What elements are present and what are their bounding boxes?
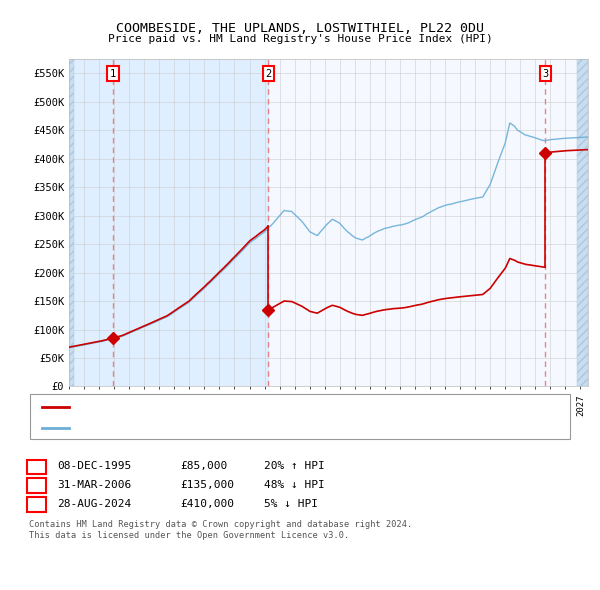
Text: 5% ↓ HPI: 5% ↓ HPI [264,499,318,509]
Text: HPI: Average price, detached house, Cornwall: HPI: Average price, detached house, Corn… [72,423,331,432]
Text: £410,000: £410,000 [180,499,234,509]
Text: COOMBESIDE, THE UPLANDS, LOSTWITHIEL, PL22 0DU: COOMBESIDE, THE UPLANDS, LOSTWITHIEL, PL… [116,22,484,35]
Text: £85,000: £85,000 [180,461,227,471]
Text: 48% ↓ HPI: 48% ↓ HPI [264,480,325,490]
Text: Contains HM Land Registry data © Crown copyright and database right 2024.
This d: Contains HM Land Registry data © Crown c… [29,520,412,540]
Text: Price paid vs. HM Land Registry's House Price Index (HPI): Price paid vs. HM Land Registry's House … [107,34,493,44]
Text: 3: 3 [542,69,548,78]
Text: 3: 3 [33,499,40,509]
Text: 20% ↑ HPI: 20% ↑ HPI [264,461,325,471]
Text: 1: 1 [110,69,116,78]
Text: 2: 2 [265,69,271,78]
Text: £135,000: £135,000 [180,480,234,490]
Text: 31-MAR-2006: 31-MAR-2006 [57,480,131,490]
Text: 2: 2 [33,480,40,490]
Text: 1: 1 [33,461,40,471]
Bar [69,59,268,386]
Text: 08-DEC-1995: 08-DEC-1995 [57,461,131,471]
Text: 28-AUG-2024: 28-AUG-2024 [57,499,131,509]
Bar [577,59,588,386]
Bar [69,59,74,386]
Text: COOMBESIDE, THE UPLANDS, LOSTWITHIEL, PL22 0DU (detached house): COOMBESIDE, THE UPLANDS, LOSTWITHIEL, PL… [72,402,442,412]
